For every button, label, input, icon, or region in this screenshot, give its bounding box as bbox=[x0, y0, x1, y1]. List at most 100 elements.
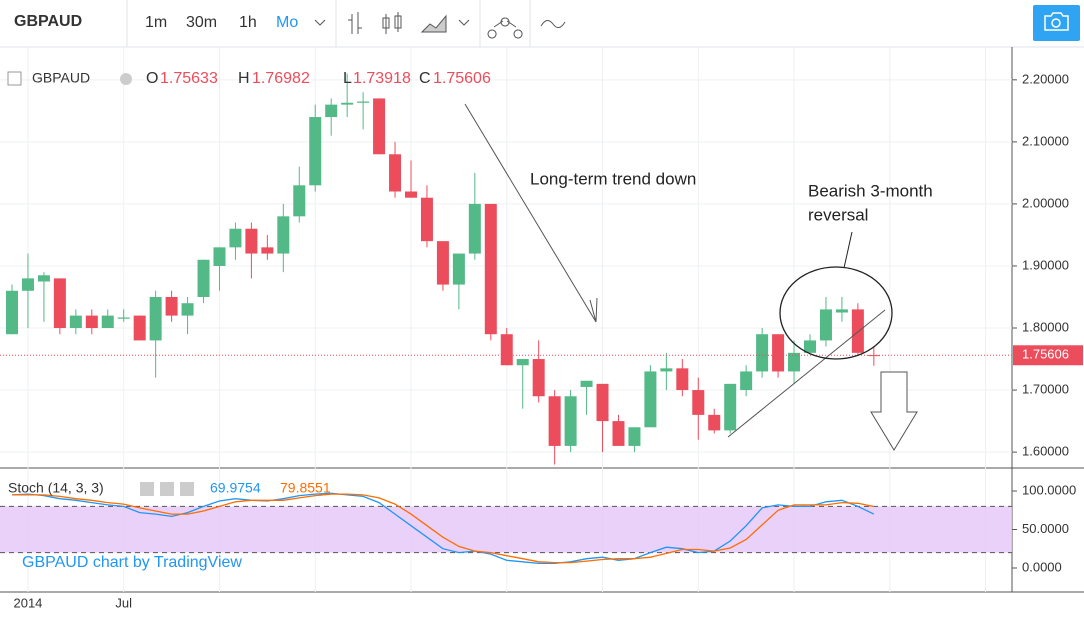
ohlc-value: 1.75633 bbox=[160, 70, 218, 87]
candle-body bbox=[660, 368, 673, 372]
candle-body bbox=[373, 98, 386, 155]
indicators-icon[interactable] bbox=[487, 17, 523, 39]
camera-lens bbox=[1051, 18, 1061, 28]
ohlc-value: 1.76982 bbox=[252, 70, 310, 87]
annotation: Bearish 3-month bbox=[808, 181, 933, 200]
candle-body bbox=[500, 334, 513, 366]
interval[interactable]: 1h bbox=[239, 14, 257, 31]
candle-body bbox=[101, 315, 114, 329]
candle-body bbox=[692, 390, 705, 415]
candle-body bbox=[181, 303, 194, 316]
ohlc-label: H bbox=[238, 70, 250, 87]
candle-body bbox=[819, 309, 832, 341]
y-tick-label: 100.0000 bbox=[1022, 482, 1076, 497]
candle-body bbox=[405, 191, 417, 198]
y-tick-label: 2.00000 bbox=[1022, 195, 1069, 210]
candle-body bbox=[804, 340, 816, 353]
candle-body bbox=[229, 228, 242, 248]
bars-icon[interactable] bbox=[348, 12, 362, 34]
candle-body bbox=[628, 427, 641, 446]
candle-body bbox=[596, 383, 609, 422]
y-tick-label: 1.60000 bbox=[1022, 444, 1069, 459]
candle-body bbox=[564, 396, 577, 446]
candle-body bbox=[117, 317, 130, 319]
trend-arrow bbox=[464, 103, 598, 323]
y-tick-label: 0.0000 bbox=[1022, 559, 1062, 574]
y-tick-label: 1.90000 bbox=[1022, 257, 1069, 272]
candle-body bbox=[133, 315, 146, 341]
annotation: reversal bbox=[808, 205, 868, 224]
candle-body bbox=[309, 117, 322, 186]
candle-body bbox=[851, 309, 864, 353]
y-tick-label: 2.20000 bbox=[1022, 71, 1069, 86]
y-tick-label: 50.0000 bbox=[1022, 521, 1069, 536]
reversal-circle bbox=[779, 266, 893, 360]
snapshot-button[interactable] bbox=[1033, 5, 1080, 41]
candle-body bbox=[21, 278, 34, 291]
candle-body bbox=[676, 368, 689, 391]
x-tick-label: 2014 bbox=[13, 595, 42, 610]
interval[interactable]: 30m bbox=[186, 14, 217, 31]
x-tick-label: Jul bbox=[115, 595, 132, 610]
indicator-icon[interactable] bbox=[180, 482, 194, 496]
trend-line bbox=[727, 309, 886, 438]
interval-active[interactable]: Mo bbox=[276, 14, 298, 31]
candle-body bbox=[532, 359, 545, 397]
stoch-line bbox=[12, 493, 874, 564]
indicator-icon[interactable] bbox=[160, 482, 174, 496]
candle-body bbox=[85, 315, 98, 329]
candle-body bbox=[197, 259, 210, 297]
candle-body bbox=[612, 421, 625, 446]
ohlc-label: C bbox=[419, 70, 431, 87]
annotation: Long-term trend down bbox=[530, 169, 696, 188]
area-icon[interactable] bbox=[420, 14, 447, 33]
candle-body bbox=[644, 371, 657, 428]
candle-body bbox=[293, 185, 306, 217]
candle-body bbox=[548, 396, 561, 446]
candle-body bbox=[6, 290, 18, 335]
candle-body bbox=[165, 296, 178, 316]
indicator-value: 69.9754 bbox=[210, 480, 261, 496]
candle-body bbox=[37, 275, 50, 282]
candle-body bbox=[325, 104, 338, 118]
candle-body bbox=[756, 334, 769, 372]
candle-body bbox=[484, 203, 497, 335]
ohlc-label: O bbox=[146, 70, 158, 87]
callout-line bbox=[843, 231, 853, 269]
watermark: GBPAUD chart by TradingView bbox=[22, 554, 242, 571]
ohlc-value: 1.73918 bbox=[353, 70, 411, 87]
candle-body bbox=[149, 296, 162, 341]
indicator-title: Stoch (14, 3, 3) bbox=[8, 480, 104, 496]
candles-icon[interactable] bbox=[382, 12, 402, 34]
last-price-tag bbox=[1013, 345, 1083, 366]
interval[interactable]: 1m bbox=[145, 14, 167, 31]
candle-body bbox=[724, 383, 737, 431]
candle-body bbox=[788, 352, 801, 372]
camera-icon bbox=[1044, 12, 1069, 31]
compare-icon[interactable] bbox=[540, 20, 566, 28]
candle-body bbox=[261, 247, 274, 254]
toolbar bbox=[0, 0, 1084, 47]
candle-body bbox=[69, 315, 82, 329]
legend-symbol: GBPAUD bbox=[32, 70, 90, 86]
candle-body bbox=[436, 241, 449, 285]
dropdown[interactable] bbox=[458, 19, 470, 26]
last-price-label: 1.75606 bbox=[1022, 347, 1069, 362]
collapse-toggle[interactable] bbox=[7, 71, 22, 86]
y-tick-label: 2.10000 bbox=[1022, 133, 1069, 148]
candle-body bbox=[420, 197, 433, 242]
candle-body bbox=[835, 309, 848, 313]
candle-body bbox=[213, 247, 226, 266]
candle-body bbox=[772, 334, 785, 372]
y-tick-label: 1.80000 bbox=[1022, 319, 1069, 334]
settings-icon[interactable] bbox=[120, 73, 132, 85]
dropdown[interactable] bbox=[314, 19, 326, 26]
down-arrow bbox=[870, 371, 918, 451]
symbol[interactable]: GBPAUD bbox=[14, 13, 82, 30]
indicator-value: 79.8551 bbox=[280, 480, 331, 496]
candle-body bbox=[357, 101, 370, 103]
candle-body bbox=[277, 216, 290, 254]
candle-body bbox=[389, 154, 402, 192]
indicator-icon[interactable] bbox=[140, 482, 154, 496]
candle-body bbox=[740, 371, 753, 391]
